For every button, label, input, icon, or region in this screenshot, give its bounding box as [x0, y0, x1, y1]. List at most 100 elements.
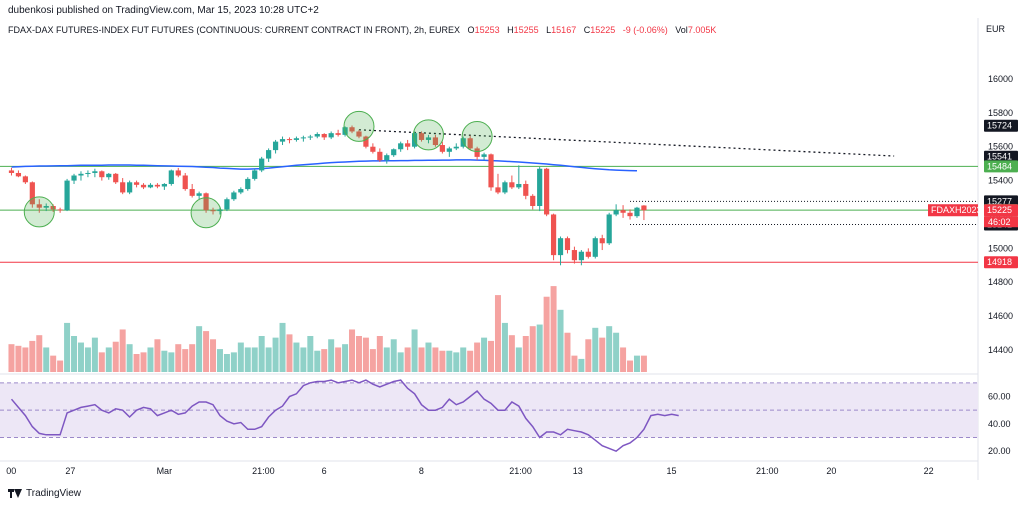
- candle-body: [488, 154, 494, 188]
- volume-bar: [592, 327, 599, 372]
- tradingview-logo-icon: [8, 489, 22, 498]
- candle-body: [85, 172, 91, 174]
- volume-bar: [77, 342, 84, 372]
- price-axis-tick: 16000: [988, 74, 1013, 84]
- volume-bar: [154, 339, 161, 372]
- price-tag-label: 15277: [987, 196, 1012, 206]
- volume-bar: [543, 296, 550, 372]
- candle-body: [641, 205, 647, 211]
- volume-bar: [22, 347, 29, 372]
- candle-body: [50, 206, 56, 210]
- time-axis-tick: 22: [924, 466, 934, 476]
- candle-body: [613, 210, 619, 215]
- symbol-tag: [928, 204, 978, 217]
- moving-average-line: [11, 159, 638, 172]
- candle-body: [439, 145, 445, 152]
- candle-body: [217, 209, 223, 212]
- volume-bar: [161, 350, 168, 372]
- volume-bar: [522, 336, 529, 372]
- volume-bar: [8, 344, 15, 372]
- volume-bar: [84, 347, 91, 372]
- rsi-line: [10, 379, 679, 453]
- volume-bar: [342, 344, 349, 372]
- time-axis-tick: 21:00: [509, 466, 532, 476]
- price-tag: [984, 119, 1018, 132]
- candle-body: [544, 168, 550, 215]
- candle-body: [398, 143, 404, 150]
- price-tag: [984, 160, 1018, 173]
- countdown-tag: [984, 216, 1018, 228]
- volume-bar: [488, 340, 495, 372]
- candle-body: [161, 183, 167, 187]
- candle-body: [446, 148, 452, 152]
- candle-body: [154, 184, 161, 187]
- volume-bar: [432, 347, 439, 372]
- rsi-axis-tick: 20.00: [988, 446, 1011, 456]
- candle-body: [182, 175, 188, 190]
- low-value: 15167: [551, 25, 577, 35]
- candle-body: [307, 136, 313, 138]
- volume-bar: [515, 347, 522, 372]
- candle-body: [418, 133, 425, 140]
- candle-body: [425, 137, 432, 140]
- volume-bar: [147, 347, 154, 372]
- volume-bar: [349, 329, 356, 372]
- volume-bar: [529, 326, 536, 372]
- candle-body: [189, 189, 195, 196]
- candle-body: [606, 214, 612, 244]
- candle-body: [634, 207, 640, 217]
- high-label: H: [507, 25, 514, 35]
- volume-bar: [272, 337, 279, 372]
- candle-body: [578, 251, 584, 261]
- candle-body: [405, 143, 411, 147]
- price-tag-label: 14918: [987, 257, 1012, 267]
- price-tag: [984, 256, 1018, 269]
- volume-bar: [307, 336, 314, 372]
- volume-bar: [216, 349, 223, 372]
- volume-bar: [210, 339, 217, 372]
- candle-body: [266, 150, 272, 159]
- candle-body: [64, 180, 70, 211]
- candle-body: [293, 138, 300, 140]
- candle-body: [43, 206, 49, 208]
- candle-body: [571, 250, 578, 261]
- candle-body: [363, 136, 369, 147]
- symbol-legend[interactable]: FDAX-DAX FUTURES-INDEX FUT FUTURES (CONT…: [8, 25, 721, 35]
- volume-bar: [355, 336, 362, 372]
- candle-body: [432, 137, 439, 146]
- volume-bar: [64, 322, 71, 372]
- volume-bar: [43, 347, 50, 372]
- candle-body: [564, 238, 571, 251]
- volume-bar: [404, 347, 411, 372]
- price-tag-label: 15541: [987, 152, 1012, 162]
- time-axis-tick: 00: [6, 466, 16, 476]
- candle-body: [300, 137, 306, 139]
- volume-value: 7.005K: [687, 25, 717, 35]
- candle-body: [259, 158, 265, 171]
- highlight-circle: [23, 196, 55, 228]
- volume-bar: [126, 344, 133, 372]
- volume-bar: [633, 355, 640, 372]
- candle-body: [585, 251, 591, 257]
- volume-bar: [175, 344, 182, 372]
- volume-bar: [168, 352, 175, 372]
- volume-bar: [362, 337, 369, 372]
- candle-body: [321, 134, 327, 138]
- candle-body: [175, 170, 181, 176]
- volume-bar: [258, 336, 265, 372]
- volume-bar: [425, 342, 432, 372]
- candle-body: [453, 146, 459, 149]
- volume-bar: [640, 355, 647, 372]
- volume-bar: [453, 352, 460, 372]
- time-axis-tick: 27: [65, 466, 75, 476]
- candle-body: [133, 182, 140, 185]
- candle-body: [391, 149, 397, 156]
- candle-body: [620, 210, 626, 213]
- candle-body: [481, 154, 487, 157]
- volume-bar: [397, 352, 404, 372]
- footer-brand[interactable]: TradingView: [8, 488, 81, 499]
- currency-label: EUR: [986, 24, 1006, 34]
- publisher-line: dubenkosi published on TradingView.com, …: [8, 5, 319, 16]
- volume-bar: [557, 309, 564, 372]
